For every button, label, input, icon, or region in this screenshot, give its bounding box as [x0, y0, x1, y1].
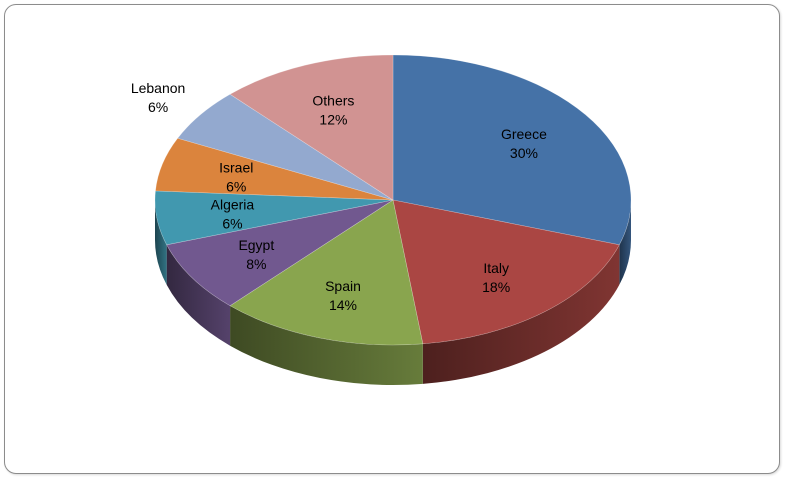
data-label-italy: Italy 18% — [482, 260, 510, 295]
slice-egypt — [166, 199, 394, 307]
slice-label-name: Others — [312, 92, 354, 108]
slice-label-percent: 12% — [319, 111, 347, 127]
slice-label-name: Italy — [483, 260, 509, 276]
slice-label-percent: 8% — [246, 256, 266, 272]
slice-label-percent: 18% — [482, 279, 510, 295]
slice-label-name: Lebanon — [131, 80, 186, 96]
slice-side-algeria — [155, 200, 167, 285]
slice-label-percent: 14% — [329, 297, 357, 313]
slice-label-name: Egypt — [238, 237, 274, 253]
data-label-algeria: Algeria 6% — [211, 196, 255, 231]
slice-side-greece — [619, 200, 631, 285]
slice-side-italy — [422, 244, 620, 384]
slice-others — [229, 54, 394, 201]
slice-label-percent: 30% — [510, 145, 538, 161]
slice-side-egypt — [166, 244, 231, 346]
pie-slices — [154, 54, 632, 346]
slice-greece — [392, 54, 632, 246]
data-label-greece: Greece 30% — [501, 126, 547, 161]
slice-label-percent: 6% — [226, 178, 246, 194]
data-label-israel: Israel 6% — [219, 159, 253, 194]
slice-algeria — [154, 190, 394, 246]
slice-side-spain — [230, 305, 423, 386]
data-labels: Greece 30% Italy 18% Spain 14% Egypt 8% Algeria 6… — [131, 80, 547, 313]
slice-label-name: Israel — [219, 159, 253, 175]
slice-label-name: Spain — [325, 278, 361, 294]
data-label-others: Others 12% — [312, 92, 354, 127]
slice-italy — [392, 199, 620, 345]
slice-label-name: Algeria — [211, 196, 255, 212]
slice-spain — [229, 199, 424, 346]
slice-label-percent: 6% — [222, 215, 242, 231]
pie-sides — [155, 200, 631, 386]
slice-label-percent: 6% — [148, 99, 168, 115]
slice-label-name: Greece — [501, 126, 547, 142]
slice-lebanon — [177, 93, 394, 201]
data-label-lebanon: Lebanon 6% — [131, 80, 186, 115]
slice-israel — [155, 137, 394, 201]
data-label-egypt: Egypt 8% — [238, 237, 274, 272]
data-label-spain: Spain 14% — [325, 278, 361, 313]
